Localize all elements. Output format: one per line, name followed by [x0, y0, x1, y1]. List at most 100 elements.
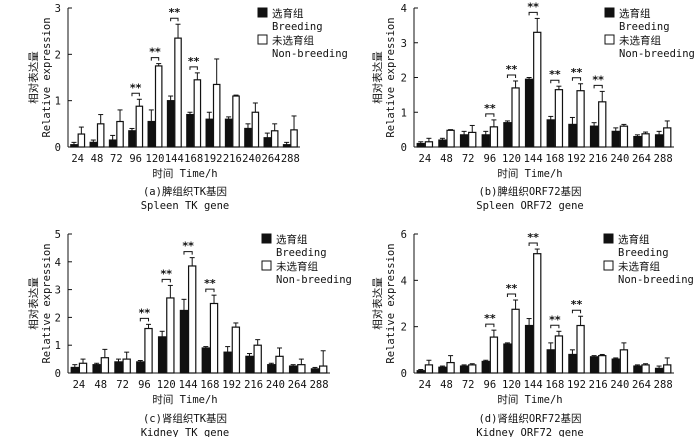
x-tick-label: 192 [204, 153, 223, 165]
bar-non-breeding [641, 364, 650, 374]
significance-bracket [139, 317, 150, 322]
legend-label-non-breeding-cn: 未选育组 [276, 260, 318, 273]
y-axis-title-cn: 相对表达量 [371, 277, 384, 330]
x-axis-title: 时间 Time/h [497, 167, 562, 180]
legend-label-non-breeding-en: Non-breeding [272, 48, 348, 60]
bar-non-breeding [174, 37, 182, 148]
x-tick-label: 192 [567, 153, 586, 165]
x-tick-label: 264 [262, 153, 281, 165]
x-tick-label: 240 [266, 379, 285, 391]
x-tick-label: 216 [223, 153, 242, 165]
x-tick-label: 168 [545, 153, 564, 165]
bar-non-breeding [663, 127, 672, 148]
legend-label-breeding-cn: 选育组 [619, 7, 651, 20]
x-tick-label: 192 [567, 379, 586, 391]
y-axis-title-cn: 相对表达量 [27, 277, 40, 330]
bar-breeding [128, 130, 136, 148]
significance-bracket [485, 323, 495, 328]
bar-non-breeding [232, 95, 240, 148]
x-tick-label: 240 [610, 379, 629, 391]
x-tick-label: 96 [484, 153, 497, 165]
panel-caption-cn: (a)脾组织TK基因 [143, 185, 227, 198]
x-axis-title: 时间 Time/h [152, 393, 217, 406]
significance-bracket [571, 77, 582, 81]
bar-non-breeding [424, 364, 434, 374]
bar-non-breeding [231, 326, 241, 374]
legend-swatch-breeding [603, 233, 614, 244]
bar-non-breeding [511, 87, 520, 148]
bar-non-breeding [554, 335, 564, 374]
y-axis-title-cn: 相对表达量 [27, 51, 40, 104]
bar-non-breeding [663, 364, 672, 374]
x-tick-label: 288 [654, 379, 673, 391]
bar-non-breeding [166, 297, 175, 374]
bar-breeding [589, 125, 599, 148]
y-tick-label: 2 [401, 322, 407, 334]
bar-breeding [481, 134, 490, 148]
bar-breeding [503, 343, 512, 374]
bar-non-breeding [598, 101, 607, 148]
legend-swatch-breeding [604, 7, 615, 18]
x-tick-label: 288 [654, 153, 673, 165]
bar-breeding [147, 120, 156, 148]
significance-label: ** [204, 277, 216, 290]
bar-breeding [186, 113, 194, 148]
y-tick-label: 3 [401, 38, 407, 50]
significance-label: ** [149, 46, 161, 59]
significance-label: ** [571, 298, 583, 311]
bar-non-breeding [122, 358, 131, 374]
bar-breeding [633, 135, 642, 148]
legend-label-non-breeding-cn: 未选育组 [618, 260, 660, 273]
bar-non-breeding [100, 357, 110, 374]
significance-label: ** [139, 306, 151, 319]
y-axis-title-en: Relative expression [385, 17, 397, 137]
significance-label: ** [169, 6, 181, 19]
bar-non-breeding [489, 336, 499, 374]
bar-non-breeding [318, 365, 328, 374]
bar-non-breeding [619, 125, 629, 148]
bar-non-breeding [576, 90, 585, 148]
legend-label-non-breeding-cn: 未选育组 [619, 34, 661, 47]
x-tick-label: 264 [632, 379, 651, 391]
y-axis-title-en: Relative expression [385, 243, 397, 363]
x-tick-label: 48 [440, 153, 453, 165]
bar-breeding [438, 139, 447, 148]
bar-non-breeding [187, 265, 197, 374]
legend-swatch-non-breeding [603, 260, 614, 271]
bar-breeding [416, 370, 425, 374]
bar-breeding [568, 123, 577, 148]
y-tick-label: 0 [55, 368, 61, 380]
bar-breeding [416, 142, 425, 148]
x-tick-label: 264 [632, 153, 651, 165]
significance-bracket [571, 309, 582, 314]
significance-bracket [189, 66, 198, 70]
legend-swatch-non-breeding [604, 34, 615, 45]
bar-breeding [438, 366, 447, 374]
significance-label: ** [549, 68, 561, 81]
panel-caption-en: Kidney ORF72 gene [476, 427, 583, 437]
significance-label: ** [571, 66, 583, 79]
bar-breeding [654, 367, 664, 374]
bar-breeding [205, 118, 214, 148]
bar-non-breeding [193, 79, 202, 148]
bar-non-breeding [554, 89, 564, 148]
x-tick-label: 144 [165, 153, 184, 165]
significance-bracket [506, 293, 517, 298]
legend-label-non-breeding-en: Non-breeding [276, 274, 352, 286]
x-tick-label: 240 [610, 153, 629, 165]
bar-breeding [166, 100, 175, 148]
bar-breeding [611, 358, 620, 374]
bar-breeding [288, 365, 298, 374]
bar-non-breeding [641, 133, 650, 148]
bar-breeding [136, 361, 145, 374]
x-tick-label: 48 [94, 379, 107, 391]
significance-bracket [550, 79, 560, 84]
y-axis-title-en: Relative expression [41, 243, 53, 363]
x-tick-label: 168 [545, 379, 564, 391]
legend-label-breeding-en: Breeding [619, 21, 670, 33]
legend-label-breeding-cn: 选育组 [618, 233, 650, 246]
bar-breeding [310, 368, 320, 374]
significance-bracket [131, 92, 140, 97]
